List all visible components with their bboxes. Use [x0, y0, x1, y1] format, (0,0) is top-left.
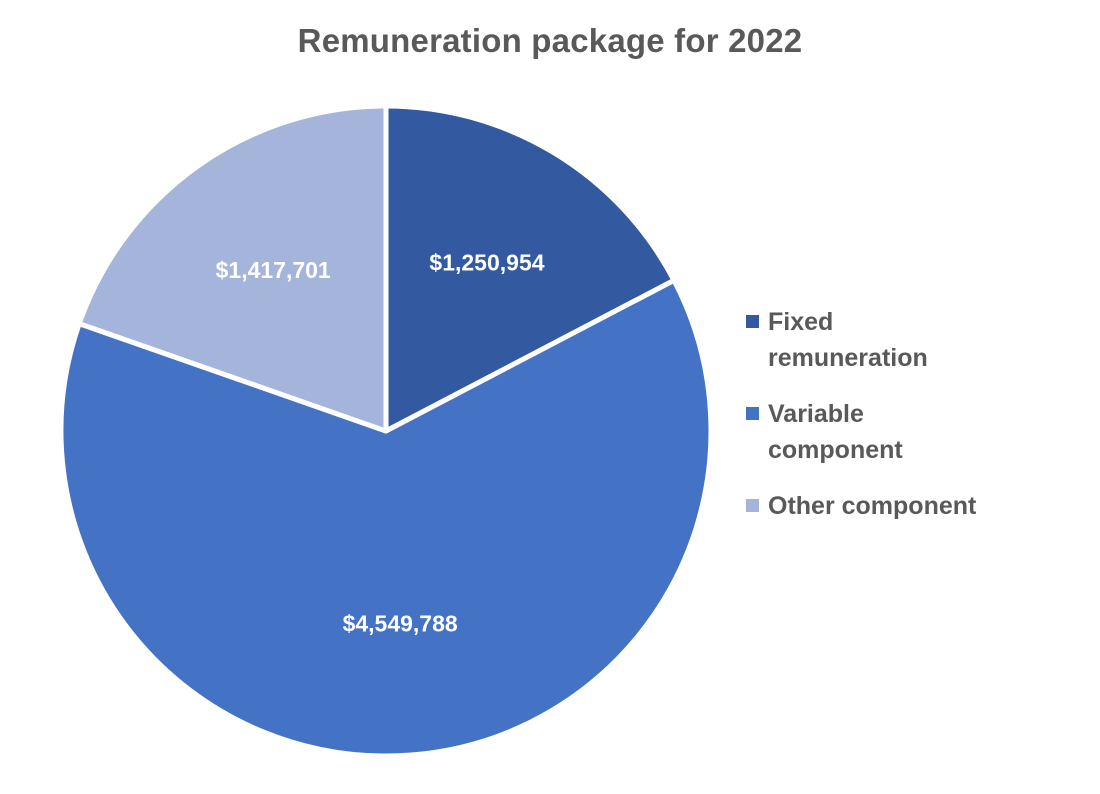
legend-item-fixed-remuneration: Fixed remuneration [746, 304, 1066, 376]
pie-slice-other-component [76, 103, 389, 434]
legend-item-other-component: Other component [746, 488, 1066, 524]
legend-swatch-fixed-remuneration [746, 315, 759, 328]
legend-swatch-other-component [746, 499, 759, 512]
legend-label-fixed-remuneration-line2: remuneration [768, 344, 928, 372]
legend-item-variable-component: Variable component [746, 396, 1066, 468]
legend-swatch-variable-component [746, 407, 759, 420]
legend-label-fixed-remuneration-line1: Fixed [768, 308, 834, 336]
legend: Fixed remuneration Variable component Ot… [746, 304, 1066, 544]
pie-slice-fixed-remuneration [383, 103, 677, 434]
data-label-variable-component: $4,549,788 [343, 611, 458, 637]
data-label-fixed-remuneration: $1,250,954 [429, 249, 544, 275]
pie-slice-variable-component [58, 277, 714, 759]
legend-label-variable-component-line1: Variable [768, 400, 864, 428]
legend-label-other-component: Other component [768, 492, 977, 520]
chart-title: Remuneration package for 2022 [297, 22, 803, 59]
data-label-other-component: $1,417,701 [216, 257, 331, 283]
legend-label-variable-component-line2: component [768, 436, 903, 464]
